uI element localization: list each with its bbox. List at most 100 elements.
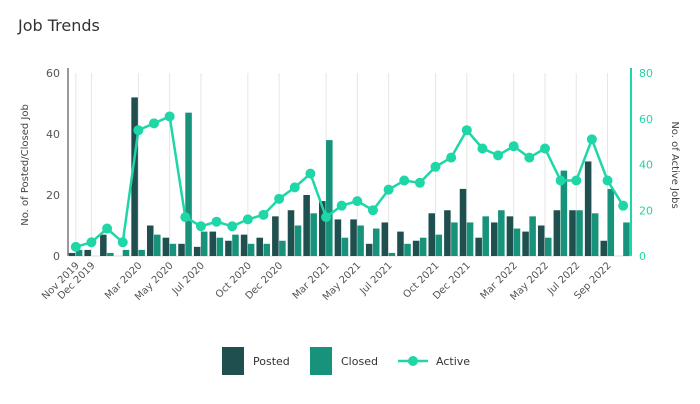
bar-closed [138, 249, 145, 256]
bar-posted [569, 210, 576, 256]
point-active [258, 209, 269, 220]
y-tick-label: 40 [46, 128, 60, 141]
point-active [117, 237, 128, 248]
y-tick-label: 0 [53, 250, 60, 263]
bar-closed [75, 249, 83, 256]
bar-posted [193, 246, 201, 256]
bar-posted [600, 240, 608, 256]
bar-closed [513, 228, 521, 256]
y2-tick-label: 80 [639, 67, 653, 80]
point-active [289, 182, 300, 193]
bar-posted [491, 222, 498, 256]
bar-posted [553, 210, 561, 256]
bar-posted [412, 240, 420, 256]
bar-closed [591, 213, 599, 256]
bar-posted [178, 243, 185, 256]
bar-closed [200, 231, 208, 256]
point-active [274, 193, 285, 204]
bar-posted [381, 222, 389, 256]
bar-posted [350, 219, 357, 256]
bar-closed [169, 243, 177, 256]
bar-posted [459, 188, 467, 256]
bar-posted [506, 216, 514, 256]
legend-label-active: Active [436, 355, 470, 368]
bar-closed [232, 234, 239, 256]
bar-closed [451, 222, 458, 256]
point-active [70, 241, 81, 252]
bar-closed [388, 252, 396, 256]
bar-closed [185, 112, 192, 257]
bar-posted [537, 225, 545, 256]
point-active [305, 168, 316, 179]
bar-posted [334, 219, 342, 256]
point-active [180, 212, 191, 223]
bar-posted [100, 234, 107, 256]
bar-closed [279, 240, 286, 256]
y2-tick-label: 40 [639, 159, 653, 172]
bar-closed [544, 237, 552, 256]
bar-closed [466, 222, 474, 256]
point-active [539, 143, 550, 154]
point-active [461, 125, 472, 136]
legend-swatch-closed [310, 347, 332, 375]
legend-label-posted: Posted [253, 355, 290, 368]
bar-posted [319, 201, 326, 256]
point-active [602, 175, 613, 186]
bar-closed [310, 213, 317, 256]
bar-posted [475, 237, 482, 256]
bar-closed [404, 243, 411, 256]
bar-closed [216, 237, 224, 256]
y2-axis-label: No. of Active Jobs [669, 121, 680, 208]
bar-closed [529, 216, 536, 256]
bar-posted [209, 231, 217, 256]
bar-closed [107, 252, 114, 256]
bar-posted [444, 210, 451, 256]
y2-tick-label: 60 [639, 113, 653, 126]
y-axis-label: No. of Posted/Closed Job [20, 104, 31, 226]
bar-closed [357, 225, 364, 256]
point-active [508, 141, 519, 152]
point-active [477, 143, 488, 154]
bar-posted [397, 231, 404, 256]
bar-posted [131, 97, 138, 257]
point-active [555, 175, 566, 186]
point-active [164, 111, 175, 122]
bar-closed [154, 234, 161, 256]
bar-posted [287, 210, 295, 256]
point-active [586, 134, 597, 145]
bar-closed [607, 188, 615, 256]
point-active [321, 212, 332, 223]
bar-posted [146, 225, 154, 256]
bar-posted [256, 237, 263, 256]
y2-tick-label: 0 [639, 250, 646, 263]
point-active [618, 200, 629, 211]
bar-posted [162, 237, 170, 256]
point-active [571, 175, 582, 186]
bar-posted [225, 240, 232, 256]
bar-closed [419, 237, 427, 256]
y-tick-label: 20 [46, 189, 60, 202]
bar-posted [84, 249, 91, 256]
bar-closed [623, 222, 630, 256]
point-active [493, 150, 504, 161]
point-active [414, 177, 425, 188]
bar-closed [294, 225, 302, 256]
bar-posted [303, 195, 310, 256]
point-active [102, 223, 113, 234]
point-active [524, 152, 535, 163]
point-active [211, 216, 222, 227]
bar-posted [522, 231, 529, 256]
point-active [446, 152, 457, 163]
point-active [195, 221, 206, 232]
point-active [352, 196, 363, 207]
point-active [149, 118, 160, 129]
point-active [227, 221, 238, 232]
bar-closed [560, 170, 568, 256]
point-active [367, 205, 378, 216]
bar-posted [272, 216, 279, 256]
legend-swatch-posted [222, 347, 244, 375]
chart-title: Job Trends [18, 16, 100, 35]
y2-tick-label: 20 [639, 204, 653, 217]
